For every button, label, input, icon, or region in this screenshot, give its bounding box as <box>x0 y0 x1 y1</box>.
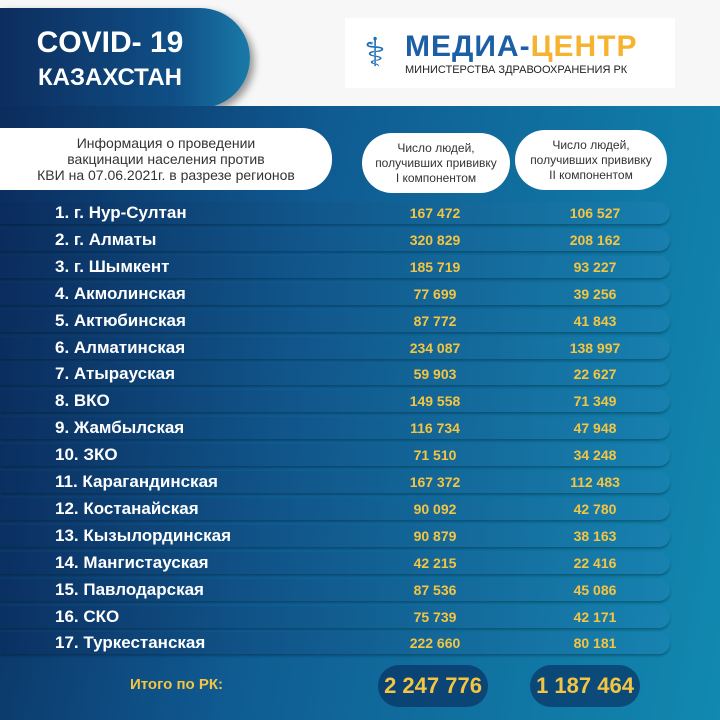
first-dose-value: 167 472 <box>409 205 461 221</box>
region-name: 14. Мангистауская <box>55 552 209 572</box>
first-dose-value: 77 699 <box>413 285 457 302</box>
table-row: 8. ВКО 149 558 71 349 <box>0 390 670 413</box>
region-name: 2. г. Алматы <box>55 229 157 249</box>
table-row: 10. ЗКО 71 510 34 248 <box>0 444 670 467</box>
region-name: 9. Жамбылская <box>55 418 185 438</box>
region-name: 1. г. Нур-Султан <box>55 203 187 222</box>
first-dose-value: 222 660 <box>409 635 461 652</box>
column-header-first-dose: Число людей, получивших прививку I компоне… <box>362 133 510 193</box>
first-dose-value: 149 558 <box>409 393 461 410</box>
table-row: 4. Акмолинская 77 699 39 256 <box>0 282 670 305</box>
logo-name: МЕДИА-ЦЕНТР <box>405 30 638 63</box>
second-dose-value: 112 483 <box>570 474 620 490</box>
first-dose-value: 185 719 <box>409 258 461 275</box>
second-dose-value: 45 086 <box>573 581 617 598</box>
region-name: 17. Туркестанская <box>55 633 206 653</box>
first-dose-value: 90 879 <box>413 527 457 544</box>
table-row: 16. СКО 75 739 42 171 <box>0 605 670 628</box>
first-dose-value: 75 739 <box>413 608 457 625</box>
total-second-dose: 1 187 464 <box>530 665 640 707</box>
second-dose-value: 71 349 <box>573 393 617 410</box>
table-row: 11. Карагандинская 167 372 112 483 <box>0 471 670 493</box>
region-name: 7. Атырауская <box>55 364 176 384</box>
region-name: 3. г. Шымкент <box>55 256 170 276</box>
region-name: 6. Алматинская <box>55 337 186 357</box>
second-dose-value: 42 171 <box>573 608 617 625</box>
second-dose-value: 22 416 <box>573 554 617 571</box>
first-dose-value: 320 829 <box>409 231 461 248</box>
second-dose-value: 138 997 <box>569 339 621 356</box>
first-dose-value: 87 772 <box>413 312 457 329</box>
second-dose-value: 80 181 <box>573 635 617 652</box>
table-row: 1. г. Нур-Султан 167 472 106 527 <box>0 202 670 224</box>
table-row: 9. Жамбылская 116 734 47 948 <box>0 417 670 440</box>
covid-badge: COVID- 19 КАЗАХСТАН <box>0 8 250 108</box>
region-name: 16. СКО <box>55 606 120 626</box>
covid-title: COVID- 19 <box>36 26 184 59</box>
region-name: 5. Актюбинская <box>55 310 186 330</box>
first-dose-value: 90 092 <box>413 500 457 517</box>
first-dose-value: 116 734 <box>410 420 460 437</box>
country-title: КАЗАХСТАН <box>38 64 182 91</box>
caduceus-icon: ⚕ <box>364 31 386 75</box>
table-row: 17. Туркестанская 222 660 80 181 <box>0 632 670 655</box>
table-row: 6. Алматинская 234 087 138 997 <box>0 336 670 359</box>
table-row: 2. г. Алматы 320 829 208 162 <box>0 228 670 251</box>
media-center-logo: ⚕ МЕДИА-ЦЕНТР МИНИСТЕРСТВА ЗДРАВООХРАНЕН… <box>345 18 675 88</box>
column-header-second-dose: Число людей, получивших прививку II компон… <box>515 130 667 190</box>
region-name: 8. ВКО <box>55 391 110 411</box>
second-dose-value: 42 780 <box>573 500 617 517</box>
first-dose-value: 59 903 <box>413 366 457 383</box>
second-dose-value: 106 527 <box>569 205 621 221</box>
region-name: 4. Акмолинская <box>55 283 186 303</box>
table-row: 3. г. Шымкент 185 719 93 227 <box>0 255 670 278</box>
second-dose-value: 41 843 <box>573 312 617 329</box>
table-row: 15. Павлодарская 87 536 45 086 <box>0 578 670 601</box>
second-dose-value: 22 627 <box>573 366 617 383</box>
table-row: 13. Кызылординская 90 879 38 163 <box>0 524 670 547</box>
region-name: 10. ЗКО <box>55 445 118 465</box>
first-dose-value: 234 087 <box>409 339 461 356</box>
table-row: 14. Мангистауская 42 215 22 416 <box>0 551 670 574</box>
total-first-dose: 2 247 776 <box>378 665 488 707</box>
first-dose-value: 87 536 <box>413 581 457 598</box>
table-title: Информация о проведении вакцинации населе… <box>0 128 332 190</box>
table-row: 5. Актюбинская 87 772 41 843 <box>0 309 670 332</box>
table-row: 12. Костанайская 90 092 42 780 <box>0 497 670 520</box>
total-label: Итого по РК: <box>130 676 224 693</box>
second-dose-value: 47 948 <box>573 420 617 437</box>
first-dose-value: 71 510 <box>413 447 457 464</box>
first-dose-value: 42 215 <box>413 554 457 571</box>
region-name: 11. Карагандинская <box>55 472 218 491</box>
table-row: 7. Атырауская 59 903 22 627 <box>0 363 670 386</box>
first-dose-value: 167 372 <box>409 474 461 490</box>
region-name: 13. Кызылординская <box>55 525 231 545</box>
region-name: 15. Павлодарская <box>55 579 204 599</box>
second-dose-value: 38 163 <box>573 527 617 544</box>
main-panel <box>0 106 720 720</box>
second-dose-value: 93 227 <box>573 258 617 275</box>
logo-subtitle: МИНИСТЕРСТВА ЗДРАВООХРАНЕНИЯ РК <box>405 64 628 76</box>
second-dose-value: 208 162 <box>569 231 621 248</box>
second-dose-value: 34 248 <box>573 447 617 464</box>
second-dose-value: 39 256 <box>573 285 617 302</box>
region-name: 12. Костанайская <box>55 498 199 518</box>
